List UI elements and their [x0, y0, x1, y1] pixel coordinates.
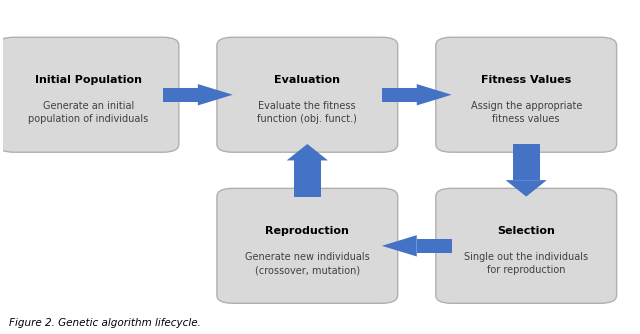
Bar	[382, 88, 417, 102]
Text: Selection: Selection	[497, 226, 555, 236]
Text: Reproduction: Reproduction	[266, 226, 349, 236]
FancyBboxPatch shape	[217, 37, 397, 152]
Bar	[294, 160, 321, 197]
Text: Fitness Values: Fitness Values	[481, 75, 572, 85]
Text: Generate new individuals
(crossover, mutation): Generate new individuals (crossover, mut…	[245, 252, 370, 275]
Polygon shape	[382, 235, 417, 257]
Text: Single out the individuals
for reproduction: Single out the individuals for reproduct…	[464, 252, 588, 275]
Polygon shape	[506, 180, 547, 197]
Text: Assign the appropriate
fitness values: Assign the appropriate fitness values	[470, 101, 582, 124]
Polygon shape	[287, 144, 328, 160]
Bar	[417, 239, 452, 253]
Text: Figure 2. Genetic algorithm lifecycle.: Figure 2. Genetic algorithm lifecycle.	[9, 318, 201, 328]
Text: Generate an initial
population of individuals: Generate an initial population of indivi…	[28, 101, 148, 124]
FancyBboxPatch shape	[217, 188, 397, 303]
Bar	[513, 144, 540, 180]
Text: Initial Population: Initial Population	[35, 75, 142, 85]
Bar	[163, 88, 198, 102]
FancyBboxPatch shape	[436, 188, 616, 303]
FancyBboxPatch shape	[436, 37, 616, 152]
Polygon shape	[198, 84, 233, 106]
Text: Evaluate the fitness
function (obj. funct.): Evaluate the fitness function (obj. func…	[257, 101, 357, 124]
Text: Evaluation: Evaluation	[275, 75, 340, 85]
FancyBboxPatch shape	[0, 37, 179, 152]
Polygon shape	[417, 84, 452, 106]
